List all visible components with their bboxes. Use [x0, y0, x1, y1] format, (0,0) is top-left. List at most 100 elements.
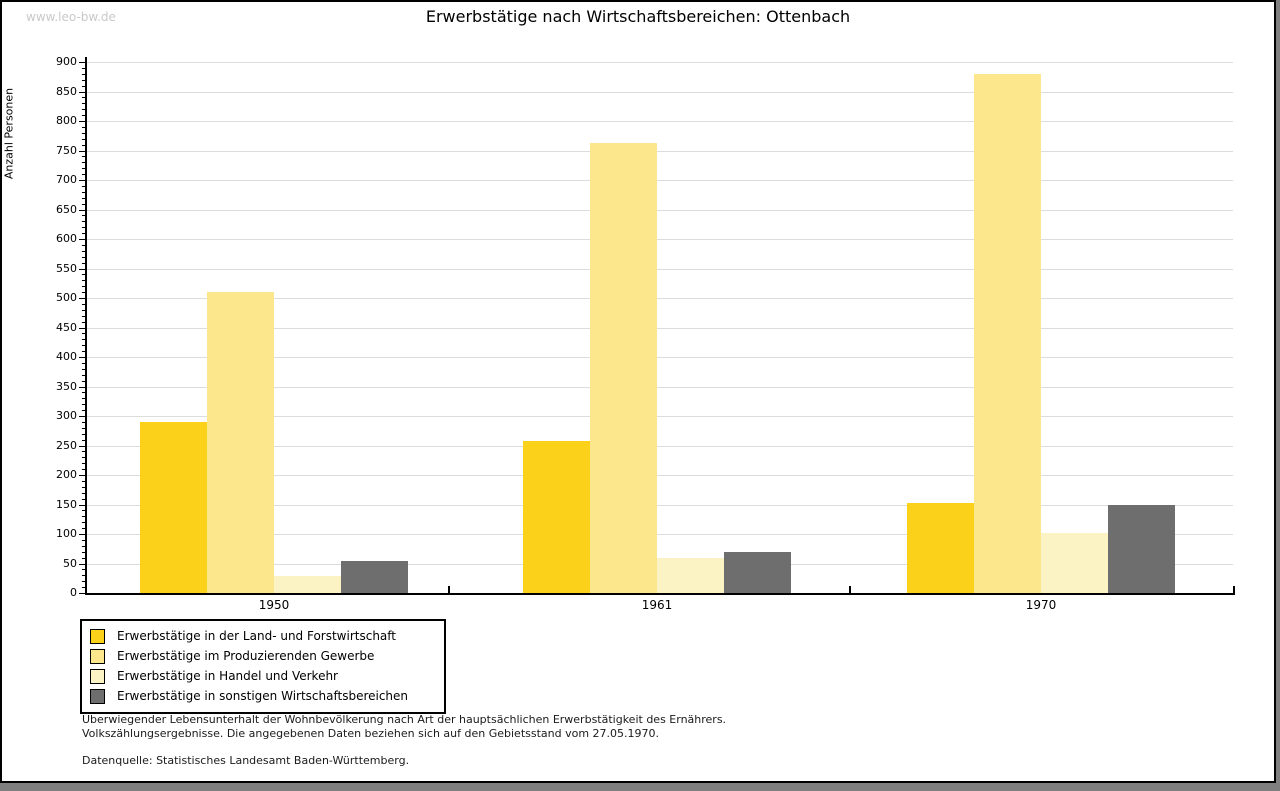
y-gridline [86, 505, 1233, 506]
y-tick-minor [82, 198, 85, 199]
legend-item-1: Erwerbstätige in der Land- und Forstwirt… [90, 626, 436, 646]
y-tick-minor [82, 103, 85, 104]
y-tick-minor [82, 558, 85, 559]
y-tick-major [79, 416, 85, 417]
bar-1970-series-2 [974, 74, 1041, 593]
y-tick-major [79, 387, 85, 388]
y-tick-minor [82, 174, 85, 175]
y-tick-minor [82, 546, 85, 547]
legend-swatch-icon [90, 668, 105, 684]
y-tick-label: 700 [56, 173, 77, 186]
y-tick-major [79, 475, 85, 476]
x-axis-boundary-tick [448, 586, 450, 593]
y-tick-minor [82, 292, 85, 293]
y-tick-label: 850 [56, 85, 77, 98]
bar-1970-series-1 [907, 503, 974, 593]
y-tick-label: 800 [56, 114, 77, 127]
x-axis-label-1961: 1961 [641, 598, 673, 612]
y-gridline [86, 239, 1233, 240]
y-tick-minor [82, 74, 85, 75]
y-gridline [86, 328, 1233, 329]
y-gridline [86, 534, 1233, 535]
y-tick-minor [82, 162, 85, 163]
y-tick-minor [82, 487, 85, 488]
bar-1961-series-2 [590, 143, 657, 593]
y-tick-minor [82, 469, 85, 470]
y-tick-minor [82, 363, 85, 364]
y-tick-minor [82, 552, 85, 553]
y-tick-label: 150 [56, 498, 77, 511]
legend-swatch-icon [90, 688, 105, 704]
y-tick-minor [82, 280, 85, 281]
y-tick-minor [82, 499, 85, 500]
y-tick-minor [82, 286, 85, 287]
x-axis-label-1970: 1970 [1025, 598, 1057, 612]
y-tick-minor [82, 493, 85, 494]
y-tick-minor [82, 581, 85, 582]
bar-1950-series-1 [140, 422, 207, 593]
legend-swatch-icon [90, 628, 105, 644]
legend-item-2: Erwerbstätige im Produzierenden Gewerbe [90, 646, 436, 666]
y-tick-minor [82, 333, 85, 334]
y-tick-label: 600 [56, 232, 77, 245]
y-tick-major [79, 357, 85, 358]
y-tick-minor [82, 168, 85, 169]
y-tick-major [79, 180, 85, 181]
y-gridline [86, 62, 1233, 63]
y-tick-label: 200 [56, 468, 77, 481]
footnote-source: Datenquelle: Statistisches Landesamt Bad… [82, 754, 410, 767]
legend-label: Erwerbstätige in sonstigen Wirtschaftsbe… [117, 689, 409, 703]
watermark-leo-bw: www.leo-bw.de [26, 10, 116, 24]
bar-1950-series-2 [207, 292, 274, 593]
y-tick-minor [82, 68, 85, 69]
y-tick-label: 750 [56, 144, 77, 157]
legend-label: Erwerbstätige in Handel und Verkehr [117, 669, 338, 683]
y-tick-minor [82, 375, 85, 376]
legend-label: Erwerbstätige in der Land- und Forstwirt… [117, 629, 396, 643]
y-tick-minor [82, 516, 85, 517]
y-tick-minor [82, 251, 85, 252]
y-tick-minor [82, 186, 85, 187]
bar-1970-series-3 [1041, 533, 1108, 593]
y-tick-minor [82, 434, 85, 435]
y-gridline [86, 357, 1233, 358]
y-tick-minor [82, 80, 85, 81]
footnote-line-1: Überwiegender Lebensunterhalt der Wohnbe… [82, 713, 727, 726]
y-tick-label: 350 [56, 380, 77, 393]
plot-area: 1950 1961 1970 0 50 100 150 200 250 300 350 400 450 5… [2, 2, 1274, 781]
y-axis-line [85, 57, 87, 595]
y-tick-minor [82, 227, 85, 228]
bar-1950-series-3 [274, 576, 341, 593]
y-tick-minor [82, 156, 85, 157]
y-tick-minor [82, 345, 85, 346]
bar-1950-series-4 [341, 561, 408, 593]
y-tick-major [79, 62, 85, 63]
y-tick-minor [82, 481, 85, 482]
y-tick-minor [82, 109, 85, 110]
y-gridline [86, 210, 1233, 211]
y-tick-minor [82, 428, 85, 429]
y-tick-minor [82, 316, 85, 317]
bar-1961-series-1 [523, 441, 590, 593]
y-tick-major [79, 446, 85, 447]
bar-1970-series-4 [1108, 505, 1175, 593]
y-tick-minor [82, 257, 85, 258]
y-tick-major [79, 328, 85, 329]
y-tick-minor [82, 451, 85, 452]
y-tick-major [79, 121, 85, 122]
y-tick-minor [82, 221, 85, 222]
x-axis-label-1950: 1950 [258, 598, 290, 612]
y-tick-minor [82, 528, 85, 529]
y-tick-label: 550 [56, 262, 77, 275]
x-axis-boundary-tick [849, 586, 851, 593]
y-tick-minor [82, 204, 85, 205]
y-tick-label: 500 [56, 291, 77, 304]
y-gridline [86, 269, 1233, 270]
y-gridline [86, 180, 1233, 181]
y-gridline [86, 475, 1233, 476]
y-tick-minor [82, 127, 85, 128]
legend-swatch-icon [90, 648, 105, 664]
y-tick-major [79, 151, 85, 152]
y-tick-minor [82, 351, 85, 352]
